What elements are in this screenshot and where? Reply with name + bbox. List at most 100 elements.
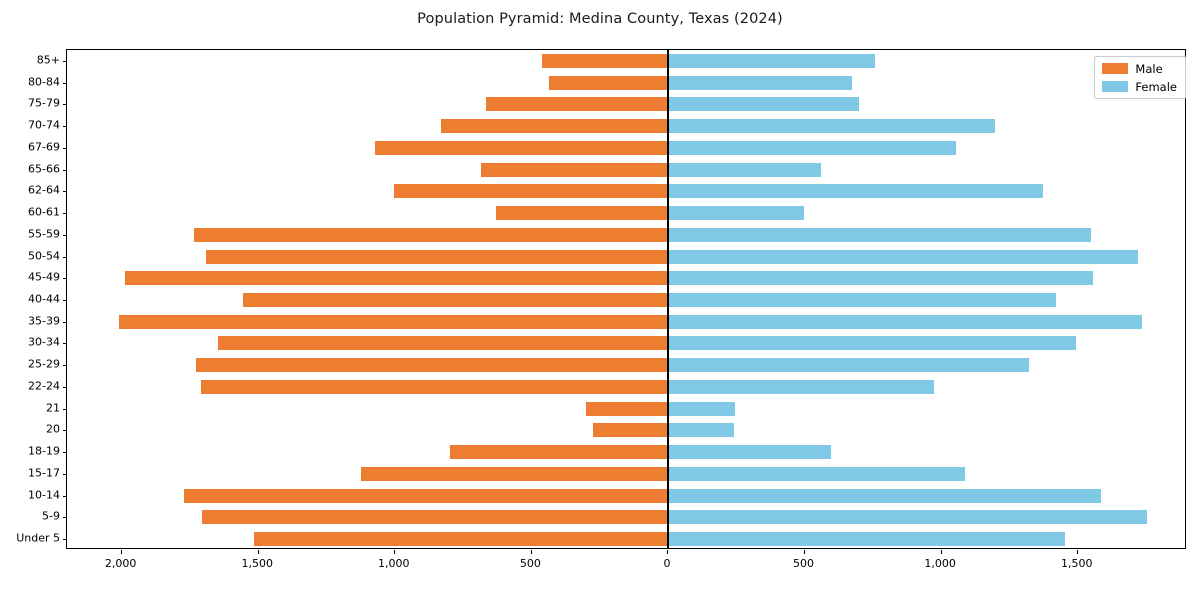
bar-male [218, 336, 668, 351]
zero-axis-line [667, 50, 669, 548]
bar-female [667, 532, 1065, 547]
bar-female [667, 97, 860, 112]
y-tick-mark [63, 300, 67, 301]
y-tick-label: 65-66 [28, 162, 60, 176]
x-tick-mark [667, 550, 669, 554]
bar-male [253, 532, 668, 547]
x-tick-label: 2,000 [104, 557, 137, 570]
bar-male [496, 206, 668, 221]
x-tick-label: 500 [519, 557, 541, 570]
y-tick-label: 62-64 [28, 183, 60, 197]
y-tick-label: Under 5 [16, 531, 60, 545]
legend-swatch-icon [1102, 63, 1129, 74]
y-tick-label: 50-54 [28, 249, 60, 263]
x-tick-label: 1,500 [1060, 557, 1093, 570]
bar-female [667, 119, 995, 134]
y-tick-mark [63, 126, 67, 128]
bar-male [183, 488, 668, 503]
bar-female [667, 53, 875, 68]
bar-female [667, 162, 822, 177]
y-tick-label: 15-17 [28, 466, 60, 480]
bar-male [360, 466, 668, 481]
plot-area [63, 49, 1186, 554]
y-tick-label: 85+ [36, 53, 60, 67]
y-tick-label: 70-74 [28, 118, 60, 132]
y-tick-label: 55-59 [28, 227, 60, 241]
bar-female [667, 423, 734, 438]
y-tick-mark [63, 147, 67, 149]
bar-female [667, 227, 1092, 242]
x-tick-label: 1,000 [924, 557, 956, 570]
y-tick-mark [63, 256, 67, 258]
bar-male [593, 423, 668, 438]
bar-female [667, 445, 832, 460]
y-tick-label: 80-84 [28, 75, 60, 89]
bar-female [667, 488, 1102, 503]
y-tick-mark [63, 191, 67, 193]
x-tick-label: 500 [793, 557, 815, 570]
y-tick-mark [63, 60, 67, 62]
bar-female [667, 249, 1138, 264]
bar-female [667, 140, 957, 155]
bar-male [441, 119, 668, 134]
bar-male [124, 271, 668, 286]
legend-label: Male [1135, 61, 1163, 76]
y-tick-mark [63, 82, 67, 84]
bar-male [206, 249, 668, 264]
bar-female [667, 206, 804, 221]
legend-label: Female [1135, 79, 1177, 94]
y-tick-mark [63, 343, 67, 345]
legend-item[interactable]: Female [1102, 79, 1177, 94]
y-tick-mark [63, 169, 67, 171]
x-tick-mark [394, 550, 396, 554]
y-tick-label: 5-9 [42, 509, 60, 523]
bar-male [202, 510, 668, 525]
y-tick-mark [63, 452, 67, 454]
bar-female [667, 466, 966, 481]
x-tick-mark [121, 550, 123, 554]
y-tick-mark [63, 517, 67, 519]
bar-female [667, 379, 935, 394]
y-tick-label: 45-49 [28, 270, 60, 284]
bar-male [486, 97, 668, 112]
bar-female [667, 401, 736, 416]
y-tick-label: 30-34 [28, 335, 60, 349]
bar-female [667, 336, 1077, 351]
y-tick-mark [63, 104, 67, 106]
x-tick-mark [257, 550, 259, 554]
y-tick-mark [63, 408, 67, 410]
y-tick-mark [63, 386, 67, 388]
bar-female [667, 184, 1044, 199]
y-tick-label: 67-69 [28, 140, 60, 154]
y-tick-mark [63, 278, 67, 280]
legend-item[interactable]: Male [1102, 61, 1177, 76]
bar-male [118, 314, 668, 329]
bar-female [667, 510, 1147, 525]
bar-male [586, 401, 668, 416]
bar-male [374, 140, 668, 155]
legend-swatch-icon [1102, 81, 1129, 92]
x-tick-mark [804, 550, 806, 554]
y-tick-label: 21 [46, 401, 60, 415]
bar-male [450, 445, 668, 460]
chart-title: Population Pyramid: Medina County, Texas… [417, 11, 783, 27]
x-tick-label: 1,500 [241, 557, 273, 570]
y-tick-mark [63, 365, 67, 367]
x-tick-mark [1077, 550, 1079, 554]
y-tick-label: 25-29 [28, 357, 60, 371]
plot-inner [67, 50, 1185, 548]
y-tick-label: 22-24 [28, 379, 60, 393]
y-tick-label: 10-14 [28, 488, 60, 502]
bar-male [194, 227, 668, 242]
bar-female [667, 75, 853, 90]
bar-male [201, 379, 668, 394]
y-tick-mark [63, 234, 67, 236]
bar-male [542, 53, 668, 68]
y-tick-mark [63, 321, 67, 323]
bar-male [393, 184, 668, 199]
x-tick-label: 0 [663, 557, 671, 570]
x-tick-mark [530, 550, 532, 554]
y-tick-mark [63, 213, 67, 215]
y-tick-label: 60-61 [28, 205, 60, 219]
y-tick-label: 20 [46, 422, 60, 436]
